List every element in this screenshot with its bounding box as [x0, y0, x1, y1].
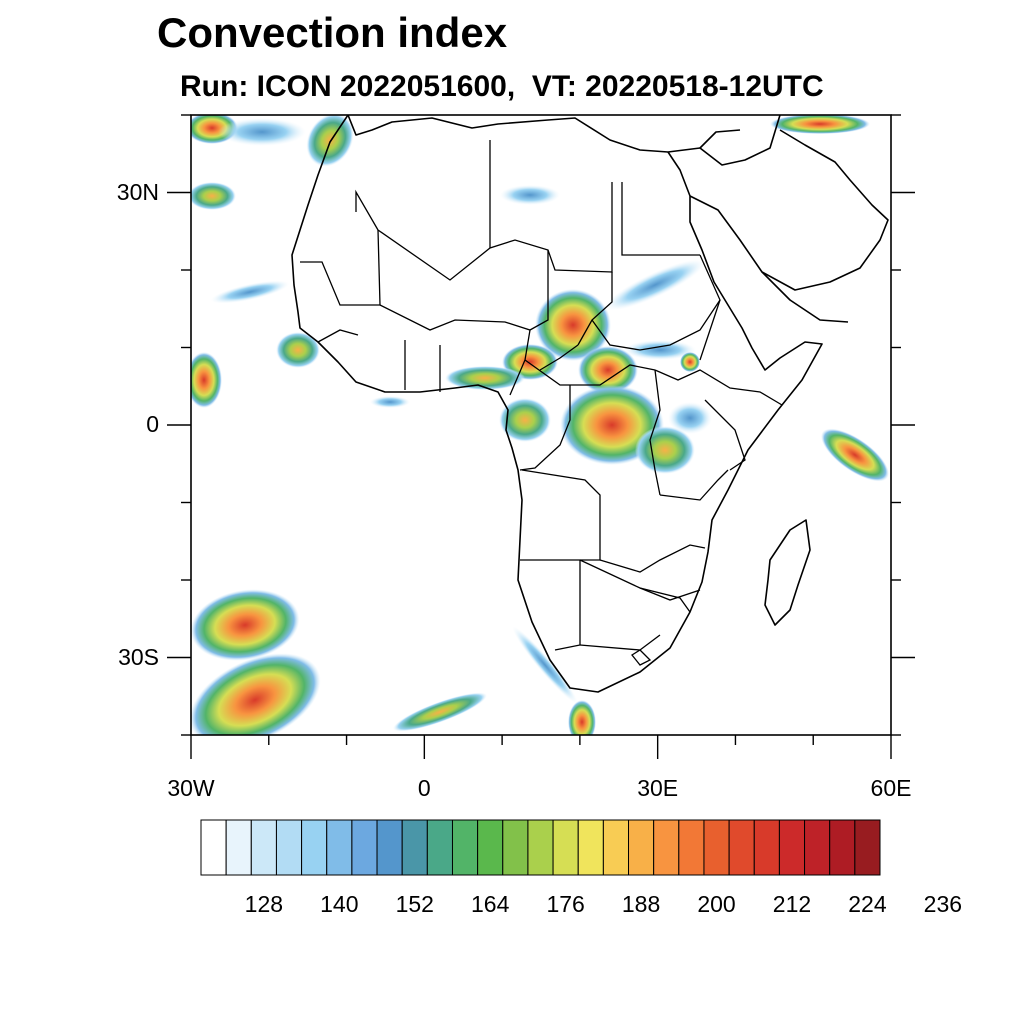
colorbar-swatch: [602, 819, 630, 876]
colorbar-swatch: [854, 819, 881, 876]
colorbar-swatch: [301, 819, 328, 876]
country-borders: [300, 140, 783, 666]
colorbar: [200, 819, 881, 876]
colorbar-swatch: [200, 819, 227, 876]
colorbar-swatch: [829, 819, 856, 876]
colorbar-swatch: [778, 819, 806, 876]
colorbar-label: 200: [697, 891, 736, 917]
lat-tick-label: 0: [146, 411, 159, 437]
colorbar-swatch: [351, 819, 378, 876]
colorbar-swatch: [577, 819, 604, 876]
colorbar-label: 224: [848, 891, 887, 917]
colorbar-swatch: [728, 819, 755, 876]
colorbar-swatch: [804, 819, 831, 876]
colorbar-swatch: [451, 819, 479, 876]
axis-ticks: [167, 114, 915, 759]
colorbar-swatch: [250, 819, 277, 876]
lon-tick-label: 60E: [870, 775, 912, 801]
colorbar-swatch: [225, 819, 252, 876]
colorbar-swatch: [275, 819, 303, 876]
colorbar-swatch: [527, 819, 554, 876]
colorbar-swatch: [376, 819, 403, 876]
lon-tick-label: 30W: [167, 775, 215, 801]
colorbar-swatch: [628, 819, 655, 876]
colorbar-label: 236: [923, 891, 963, 917]
lon-tick-label: 0: [417, 775, 431, 801]
colorbar-label: 152: [395, 891, 434, 917]
colorbar-label: 188: [621, 891, 661, 917]
chart-title: Convection index: [157, 9, 508, 56]
chart-subtitle: Run: ICON 2022051600, VT: 20220518-12UTC: [180, 70, 824, 103]
lat-tick-label: 30N: [116, 178, 159, 205]
colorbar-swatch: [401, 819, 428, 876]
colorbar-swatch: [426, 819, 453, 876]
colorbar-swatch: [477, 819, 504, 876]
colorbar-label: 212: [772, 891, 812, 917]
colorbar-swatch: [502, 819, 529, 876]
colorbar-label: 164: [471, 891, 510, 917]
colorbar-swatch: [753, 819, 780, 876]
coastlines: [291, 115, 889, 693]
convection-field: [191, 115, 890, 735]
colorbar-swatch: [326, 819, 353, 876]
colorbar-swatch: [653, 819, 680, 876]
colorbar-label: 176: [546, 891, 585, 917]
colorbar-swatch: [703, 819, 730, 876]
colorbar-swatch: [552, 819, 579, 876]
lon-tick-label: 30E: [637, 775, 679, 801]
colorbar-label: 140: [320, 891, 359, 917]
lat-tick-label: 30S: [118, 643, 159, 670]
colorbar-swatch: [678, 819, 705, 876]
colorbar-label: 128: [244, 891, 284, 917]
